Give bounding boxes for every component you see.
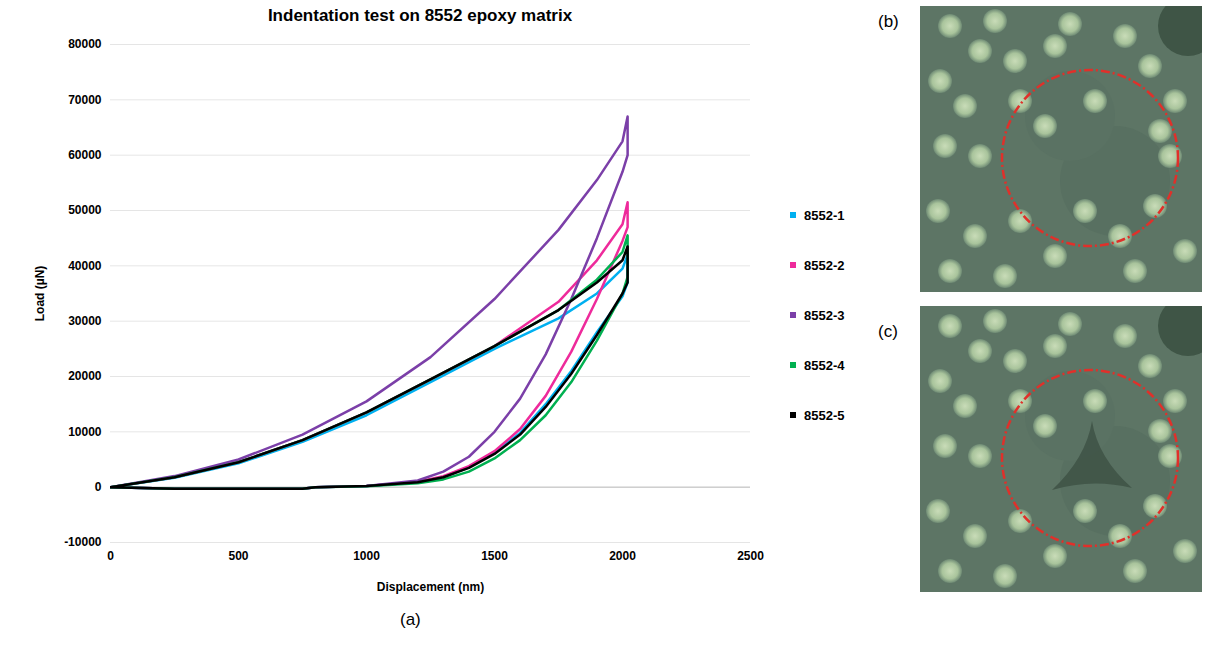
svg-text:2500: 2500 [737, 549, 764, 563]
html-text:8552-5: 8552-5 [804, 407, 845, 423]
html-text:8552-2: 8552-2 [804, 257, 845, 273]
svg-text:80000: 80000 [68, 37, 102, 51]
svg-text:20000: 20000 [68, 369, 102, 383]
html-text:Indentation test on 8552 epoxy: Indentation test on 8552 epoxy matrix [267, 6, 573, 25]
svg-text:-10000: -10000 [64, 535, 102, 549]
svg-text:0: 0 [107, 549, 114, 563]
svg-text:40000: 40000 [68, 259, 102, 273]
svg-text:1500: 1500 [481, 549, 508, 563]
html-text:8552-4: 8552-4 [804, 357, 845, 373]
html-text:(c): (c) [878, 322, 898, 341]
html-text:(a): (a) [400, 610, 421, 629]
svg-text:0: 0 [95, 480, 102, 494]
svg-text:60000: 60000 [68, 148, 102, 162]
svg-text:70000: 70000 [68, 93, 102, 107]
svg-text:30000: 30000 [68, 314, 102, 328]
svg-text:2000: 2000 [609, 549, 636, 563]
svg-text:Load (µN): Load (µN) [33, 266, 47, 322]
svg-text:Displacement (nm): Displacement (nm) [377, 580, 484, 594]
svg-text:50000: 50000 [68, 203, 102, 217]
svg-text:10000: 10000 [68, 425, 102, 439]
html-text:8552-3: 8552-3 [804, 307, 845, 323]
html-text:8552-1: 8552-1 [804, 207, 845, 223]
svg-text:1000: 1000 [353, 549, 380, 563]
html-text:(b): (b) [878, 12, 899, 31]
svg-text:500: 500 [228, 549, 248, 563]
